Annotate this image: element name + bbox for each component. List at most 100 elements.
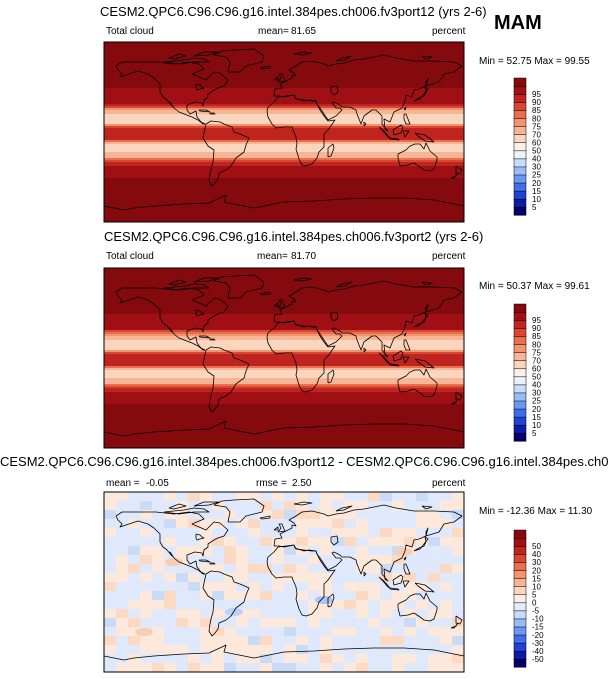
cloud-band — [104, 392, 464, 404]
diff-cell — [452, 645, 465, 655]
diff-cell — [140, 537, 153, 547]
colorbar-swatch — [513, 578, 527, 587]
diff-cell — [368, 510, 381, 520]
cloud-band — [104, 158, 464, 160]
diff-cell — [104, 618, 117, 628]
coastline — [397, 368, 438, 398]
diff-cell — [296, 654, 309, 664]
diff-cell — [212, 663, 225, 673]
diff-cell — [296, 555, 309, 565]
diff-cell — [332, 528, 345, 538]
diff-cell — [440, 528, 453, 538]
diff-cell — [260, 564, 273, 574]
coastline — [335, 55, 353, 62]
coastline — [425, 77, 429, 87]
diff-cell — [248, 519, 261, 529]
colorbar-tick-label: 10 — [532, 582, 541, 591]
diff-cell — [296, 510, 309, 520]
diff-cell — [308, 519, 321, 529]
coastline — [195, 533, 205, 541]
diff-cell — [248, 492, 261, 502]
diff-cell — [428, 519, 441, 529]
coastline — [389, 587, 400, 591]
colorbar-tick-label: 30 — [532, 163, 541, 172]
diff-cell — [332, 555, 345, 565]
colorbar-tick-label: -15 — [532, 623, 544, 632]
cloud-band — [104, 332, 464, 334]
diff-cell — [224, 510, 237, 520]
diff-cell — [284, 555, 297, 565]
diff-cell — [140, 654, 153, 664]
diff-cell — [140, 501, 153, 511]
diff-cell — [296, 564, 309, 574]
cloud-band — [104, 152, 464, 158]
diff-cell — [248, 573, 261, 583]
diff-cell — [404, 609, 417, 619]
colorbar-tick-label: 40 — [532, 155, 541, 164]
diff-cell — [164, 519, 177, 529]
diff-cell — [176, 555, 189, 565]
coastline — [103, 420, 465, 437]
diff-cell — [356, 636, 369, 646]
colorbar-tick-label: -40 — [532, 647, 544, 656]
diff-cell — [356, 591, 369, 601]
diff-cell — [452, 555, 465, 565]
colorbar-swatch — [513, 85, 527, 95]
diff-cell — [428, 564, 441, 574]
diff-cell — [428, 582, 441, 592]
diff-cell — [260, 663, 273, 673]
diff-cell — [236, 519, 249, 529]
cloud-band — [104, 128, 464, 140]
diff-cell — [332, 618, 345, 628]
diff-cell — [344, 510, 357, 520]
diff-cell — [200, 519, 213, 529]
cloud-band — [104, 160, 464, 162]
diff-cell — [272, 654, 285, 664]
colorbar-swatch — [513, 642, 527, 652]
diff-cell — [224, 564, 237, 574]
diff-cell — [140, 555, 153, 565]
diff-cell — [140, 564, 153, 574]
diff-cell — [356, 501, 369, 511]
diff-cell — [272, 501, 285, 511]
diff-cell — [200, 501, 213, 511]
coastline — [414, 358, 435, 369]
diff-cell — [224, 600, 237, 610]
diff-cell — [272, 618, 285, 628]
diff-cell — [152, 582, 165, 592]
cloud-band — [104, 330, 464, 332]
diff-cell — [200, 618, 213, 628]
diff-cell — [248, 537, 261, 547]
colorbar-swatch — [513, 376, 527, 386]
diff-cell — [344, 591, 357, 601]
diff-cell — [428, 591, 441, 601]
coastline — [327, 593, 335, 608]
diff-cell — [152, 492, 165, 502]
diff-cell — [416, 510, 429, 520]
diff-cell — [380, 609, 393, 619]
diff-cell — [176, 591, 189, 601]
coastline — [273, 302, 279, 307]
cloud-band — [104, 144, 464, 152]
diff-cell — [344, 636, 357, 646]
diff-cell — [332, 573, 345, 583]
diff-cell — [188, 591, 201, 601]
diff-cell — [284, 546, 297, 556]
diff-cell — [452, 501, 465, 511]
diff-cell — [272, 546, 285, 556]
diff-cell — [392, 573, 405, 583]
diff-cell — [368, 636, 381, 646]
diff-cell — [248, 528, 261, 538]
diff-cell — [452, 510, 465, 520]
diff-cell — [260, 573, 273, 583]
diff-cell — [176, 663, 189, 673]
diff-cell — [236, 510, 249, 520]
diff-cell — [440, 510, 453, 520]
diff-cell — [440, 582, 453, 592]
diff-cell — [188, 564, 201, 574]
coastline — [202, 570, 250, 637]
diff-cell — [380, 627, 393, 637]
diff-cell — [188, 663, 201, 673]
diff-cell — [260, 537, 273, 547]
diff-cell — [296, 492, 309, 502]
